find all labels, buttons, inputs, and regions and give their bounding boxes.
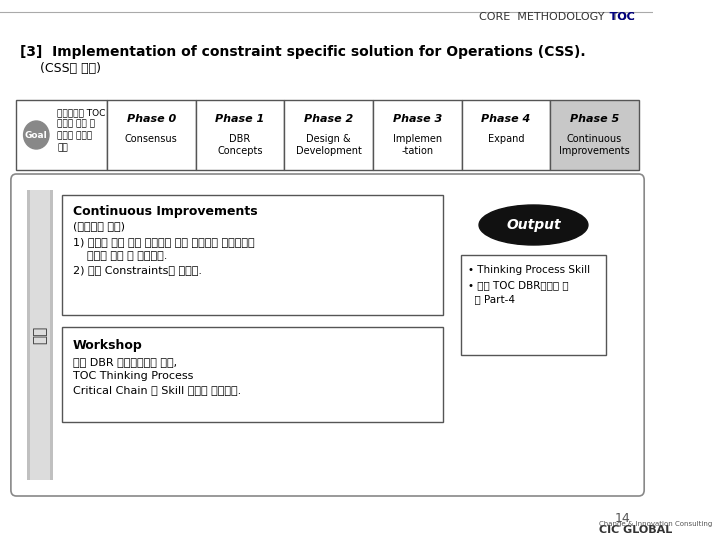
FancyBboxPatch shape	[17, 100, 107, 170]
Text: Implemen
-tation: Implemen -tation	[392, 134, 442, 157]
Ellipse shape	[479, 205, 588, 245]
FancyBboxPatch shape	[462, 100, 550, 170]
Text: 1) 시스템 내의 모든 문제들에 대한 지속적인 개선과정을
    통해서 수정 및 보완한다.
2) 다른 Constraints을 찾는다.: 1) 시스템 내의 모든 문제들에 대한 지속적인 개선과정을 통해서 수정 및…	[73, 237, 254, 275]
Text: 내부 DBR 전문가로서는 물론,
TOC Thinking Process
Critical Chain 의 Skill 훈련을 실시한다.: 내부 DBR 전문가로서는 물론, TOC Thinking Process C…	[73, 357, 240, 395]
Text: (CSS의 실행): (CSS의 실행)	[20, 62, 101, 75]
Text: (지속적인 개선): (지속적인 개선)	[73, 221, 125, 231]
Text: Goal: Goal	[25, 131, 48, 139]
FancyBboxPatch shape	[62, 327, 443, 422]
FancyBboxPatch shape	[196, 100, 284, 170]
Text: Change & Innovation Consulting: Change & Innovation Consulting	[599, 521, 712, 527]
FancyBboxPatch shape	[373, 100, 462, 170]
Text: CORE  METHODOLOGY  TOC: CORE METHODOLOGY TOC	[480, 12, 635, 22]
Text: Design &
Development: Design & Development	[296, 134, 361, 157]
Text: Phase 5: Phase 5	[570, 114, 619, 124]
Text: 단밥: 단밥	[32, 326, 48, 344]
FancyBboxPatch shape	[550, 100, 639, 170]
Text: Phase 4: Phase 4	[481, 114, 531, 124]
Text: Phase 2: Phase 2	[304, 114, 354, 124]
Text: 14: 14	[615, 512, 631, 525]
FancyBboxPatch shape	[27, 190, 53, 480]
FancyBboxPatch shape	[284, 100, 373, 170]
Text: CIC GLOBAL: CIC GLOBAL	[599, 525, 672, 535]
Circle shape	[24, 121, 49, 149]
Text: DBR
Concepts: DBR Concepts	[217, 134, 263, 157]
FancyBboxPatch shape	[62, 195, 443, 315]
FancyBboxPatch shape	[11, 174, 644, 496]
Text: Output: Output	[506, 218, 561, 232]
Text: Phase 1: Phase 1	[215, 114, 265, 124]
Text: Workshop: Workshop	[73, 339, 143, 352]
FancyBboxPatch shape	[107, 100, 196, 170]
Text: 경영진과의 TOC
추진을 위한 공
감대와 목표의
정의: 경영진과의 TOC 추진을 위한 공 감대와 목표의 정의	[57, 108, 106, 152]
Text: TOC: TOC	[470, 12, 635, 22]
Text: Phase 3: Phase 3	[392, 114, 442, 124]
Text: Consensus: Consensus	[125, 134, 178, 144]
FancyBboxPatch shape	[461, 255, 606, 355]
Text: [3]  Implementation of constraint specific solution for Operations (CSS).: [3] Implementation of constraint specifi…	[20, 45, 585, 59]
Text: Continuous
Improvements: Continuous Improvements	[559, 134, 630, 157]
Text: Phase 0: Phase 0	[127, 114, 176, 124]
FancyBboxPatch shape	[30, 190, 50, 480]
Text: Continuous Improvements: Continuous Improvements	[73, 205, 257, 218]
Text: • Thinking Process Skill
• 내부 TOC DBR전문가 훈
  련 Part-4: • Thinking Process Skill • 내부 TOC DBR전문가…	[468, 265, 590, 305]
Text: Expand: Expand	[487, 134, 524, 144]
